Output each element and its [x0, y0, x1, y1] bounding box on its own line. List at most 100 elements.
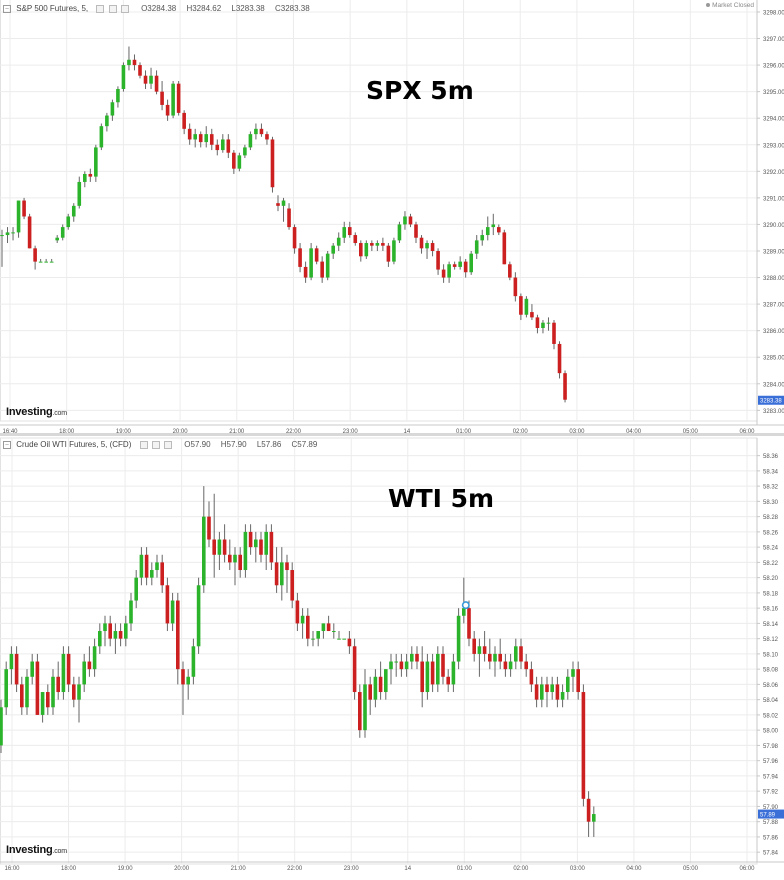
wti-candle[interactable]	[254, 539, 258, 548]
spx-candle[interactable]	[447, 264, 451, 278]
wti-candle[interactable]	[493, 653, 497, 662]
wti-candle[interactable]	[482, 646, 487, 654]
wti-candle[interactable]	[25, 676, 29, 708]
wti-candle[interactable]	[477, 646, 482, 654]
wti-candle[interactable]	[368, 684, 372, 700]
spx-candle[interactable]	[270, 139, 275, 188]
wti-candle[interactable]	[415, 653, 419, 662]
spx-candle[interactable]	[320, 261, 324, 278]
wti-candle[interactable]	[129, 600, 133, 624]
spx-candle[interactable]	[325, 253, 330, 278]
spx-candle[interactable]	[243, 147, 247, 156]
spx-candle[interactable]	[485, 227, 490, 236]
wti-candle[interactable]	[40, 692, 45, 715]
wti-candle[interactable]	[207, 516, 211, 540]
spx-candle[interactable]	[83, 173, 87, 182]
spx-candle[interactable]	[347, 227, 352, 236]
wti-candle[interactable]	[66, 653, 71, 685]
wti-candle[interactable]	[451, 661, 456, 685]
spx-candle[interactable]	[508, 264, 512, 278]
wti-candle[interactable]	[295, 600, 300, 624]
wti-candle[interactable]	[222, 539, 227, 555]
wti-candle[interactable]	[384, 669, 388, 693]
spx-candle[interactable]	[541, 322, 545, 329]
spx-candle[interactable]	[221, 139, 225, 151]
spx-candle[interactable]	[436, 250, 440, 270]
wti-candle[interactable]	[35, 661, 40, 715]
wti-candle[interactable]	[61, 653, 66, 693]
eye-icon[interactable]	[139, 441, 148, 449]
wti-candle[interactable]	[228, 554, 232, 563]
wti-candle[interactable]	[410, 653, 414, 662]
wti-candle[interactable]	[285, 562, 289, 571]
spx-candle[interactable]	[480, 235, 485, 241]
spx-candle[interactable]	[165, 104, 170, 116]
spx-candle[interactable]	[60, 227, 65, 238]
spx-candle[interactable]	[121, 65, 126, 89]
wti-candle[interactable]	[545, 684, 549, 693]
wti-candle[interactable]	[269, 531, 274, 563]
spx-candle[interactable]	[287, 208, 291, 228]
wti-candle[interactable]	[592, 814, 596, 822]
spx-candle[interactable]	[265, 134, 269, 140]
wti-candle[interactable]	[118, 631, 123, 639]
eye-icon[interactable]	[96, 5, 105, 13]
spx-candle[interactable]	[513, 277, 518, 297]
wti-candle[interactable]	[352, 646, 357, 693]
wti-candle[interactable]	[238, 554, 242, 571]
wti-candle[interactable]	[326, 623, 331, 632]
spx-candle[interactable]	[397, 224, 402, 241]
spx-candle[interactable]	[552, 322, 556, 344]
spx-candle[interactable]	[375, 243, 380, 246]
wti-candle[interactable]	[87, 661, 92, 670]
spx-candle[interactable]	[474, 240, 479, 254]
wti-candle[interactable]	[456, 615, 461, 662]
wti-candle[interactable]	[30, 661, 34, 677]
spx-candle[interactable]	[138, 65, 142, 76]
wti-candle[interactable]	[316, 631, 320, 639]
wti-candle[interactable]	[389, 661, 393, 670]
wti-candle[interactable]	[498, 653, 502, 662]
wti-candle[interactable]	[332, 631, 336, 633]
wti-candle[interactable]	[181, 669, 185, 685]
spx-candle[interactable]	[497, 227, 501, 233]
wti-candle[interactable]	[20, 684, 24, 708]
spx-chart-svg[interactable]: 3298.00 3297.00 3296.00 3295.00 3294.00 3293.…	[0, 0, 784, 434]
wti-candle[interactable]	[404, 661, 409, 670]
spx-candle[interactable]	[359, 243, 363, 257]
spx-candle[interactable]	[33, 248, 37, 262]
spx-candle[interactable]	[303, 266, 308, 278]
spx-candle[interactable]	[38, 261, 43, 263]
spx-candle[interactable]	[154, 75, 159, 92]
spx-candle[interactable]	[441, 269, 446, 278]
spx-candle[interactable]	[127, 59, 131, 66]
spx-candle[interactable]	[49, 261, 54, 263]
spx-candle[interactable]	[44, 261, 48, 263]
wti-candle[interactable]	[555, 684, 560, 700]
wti-candle[interactable]	[108, 623, 112, 639]
wti-candle[interactable]	[436, 653, 440, 685]
spx-candle[interactable]	[232, 152, 236, 169]
wti-candle[interactable]	[134, 577, 138, 601]
spx-candle[interactable]	[281, 200, 286, 206]
wti-candle[interactable]	[576, 669, 580, 693]
spx-candle[interactable]	[105, 115, 109, 127]
wti-candle[interactable]	[113, 631, 118, 639]
wti-candle[interactable]	[488, 653, 492, 662]
spx-candle[interactable]	[187, 128, 192, 140]
wti-candle[interactable]	[9, 653, 14, 670]
spx-candle[interactable]	[364, 243, 369, 257]
spx-candle[interactable]	[22, 200, 26, 217]
spx-candle[interactable]	[209, 134, 214, 145]
wti-candle[interactable]	[441, 653, 445, 677]
wti-candle[interactable]	[540, 684, 544, 700]
wti-candle[interactable]	[103, 623, 107, 632]
spx-chart-panel[interactable]: 3298.00 3297.00 3296.00 3295.00 3294.00 3293.…	[0, 0, 784, 434]
wti-candle[interactable]	[300, 615, 305, 624]
spx-candle[interactable]	[458, 261, 462, 267]
spx-candle[interactable]	[419, 237, 424, 249]
spx-candle[interactable]	[99, 126, 104, 148]
wti-candle[interactable]	[560, 692, 565, 700]
settings-icon[interactable]	[108, 5, 117, 13]
spx-candle[interactable]	[414, 224, 418, 238]
